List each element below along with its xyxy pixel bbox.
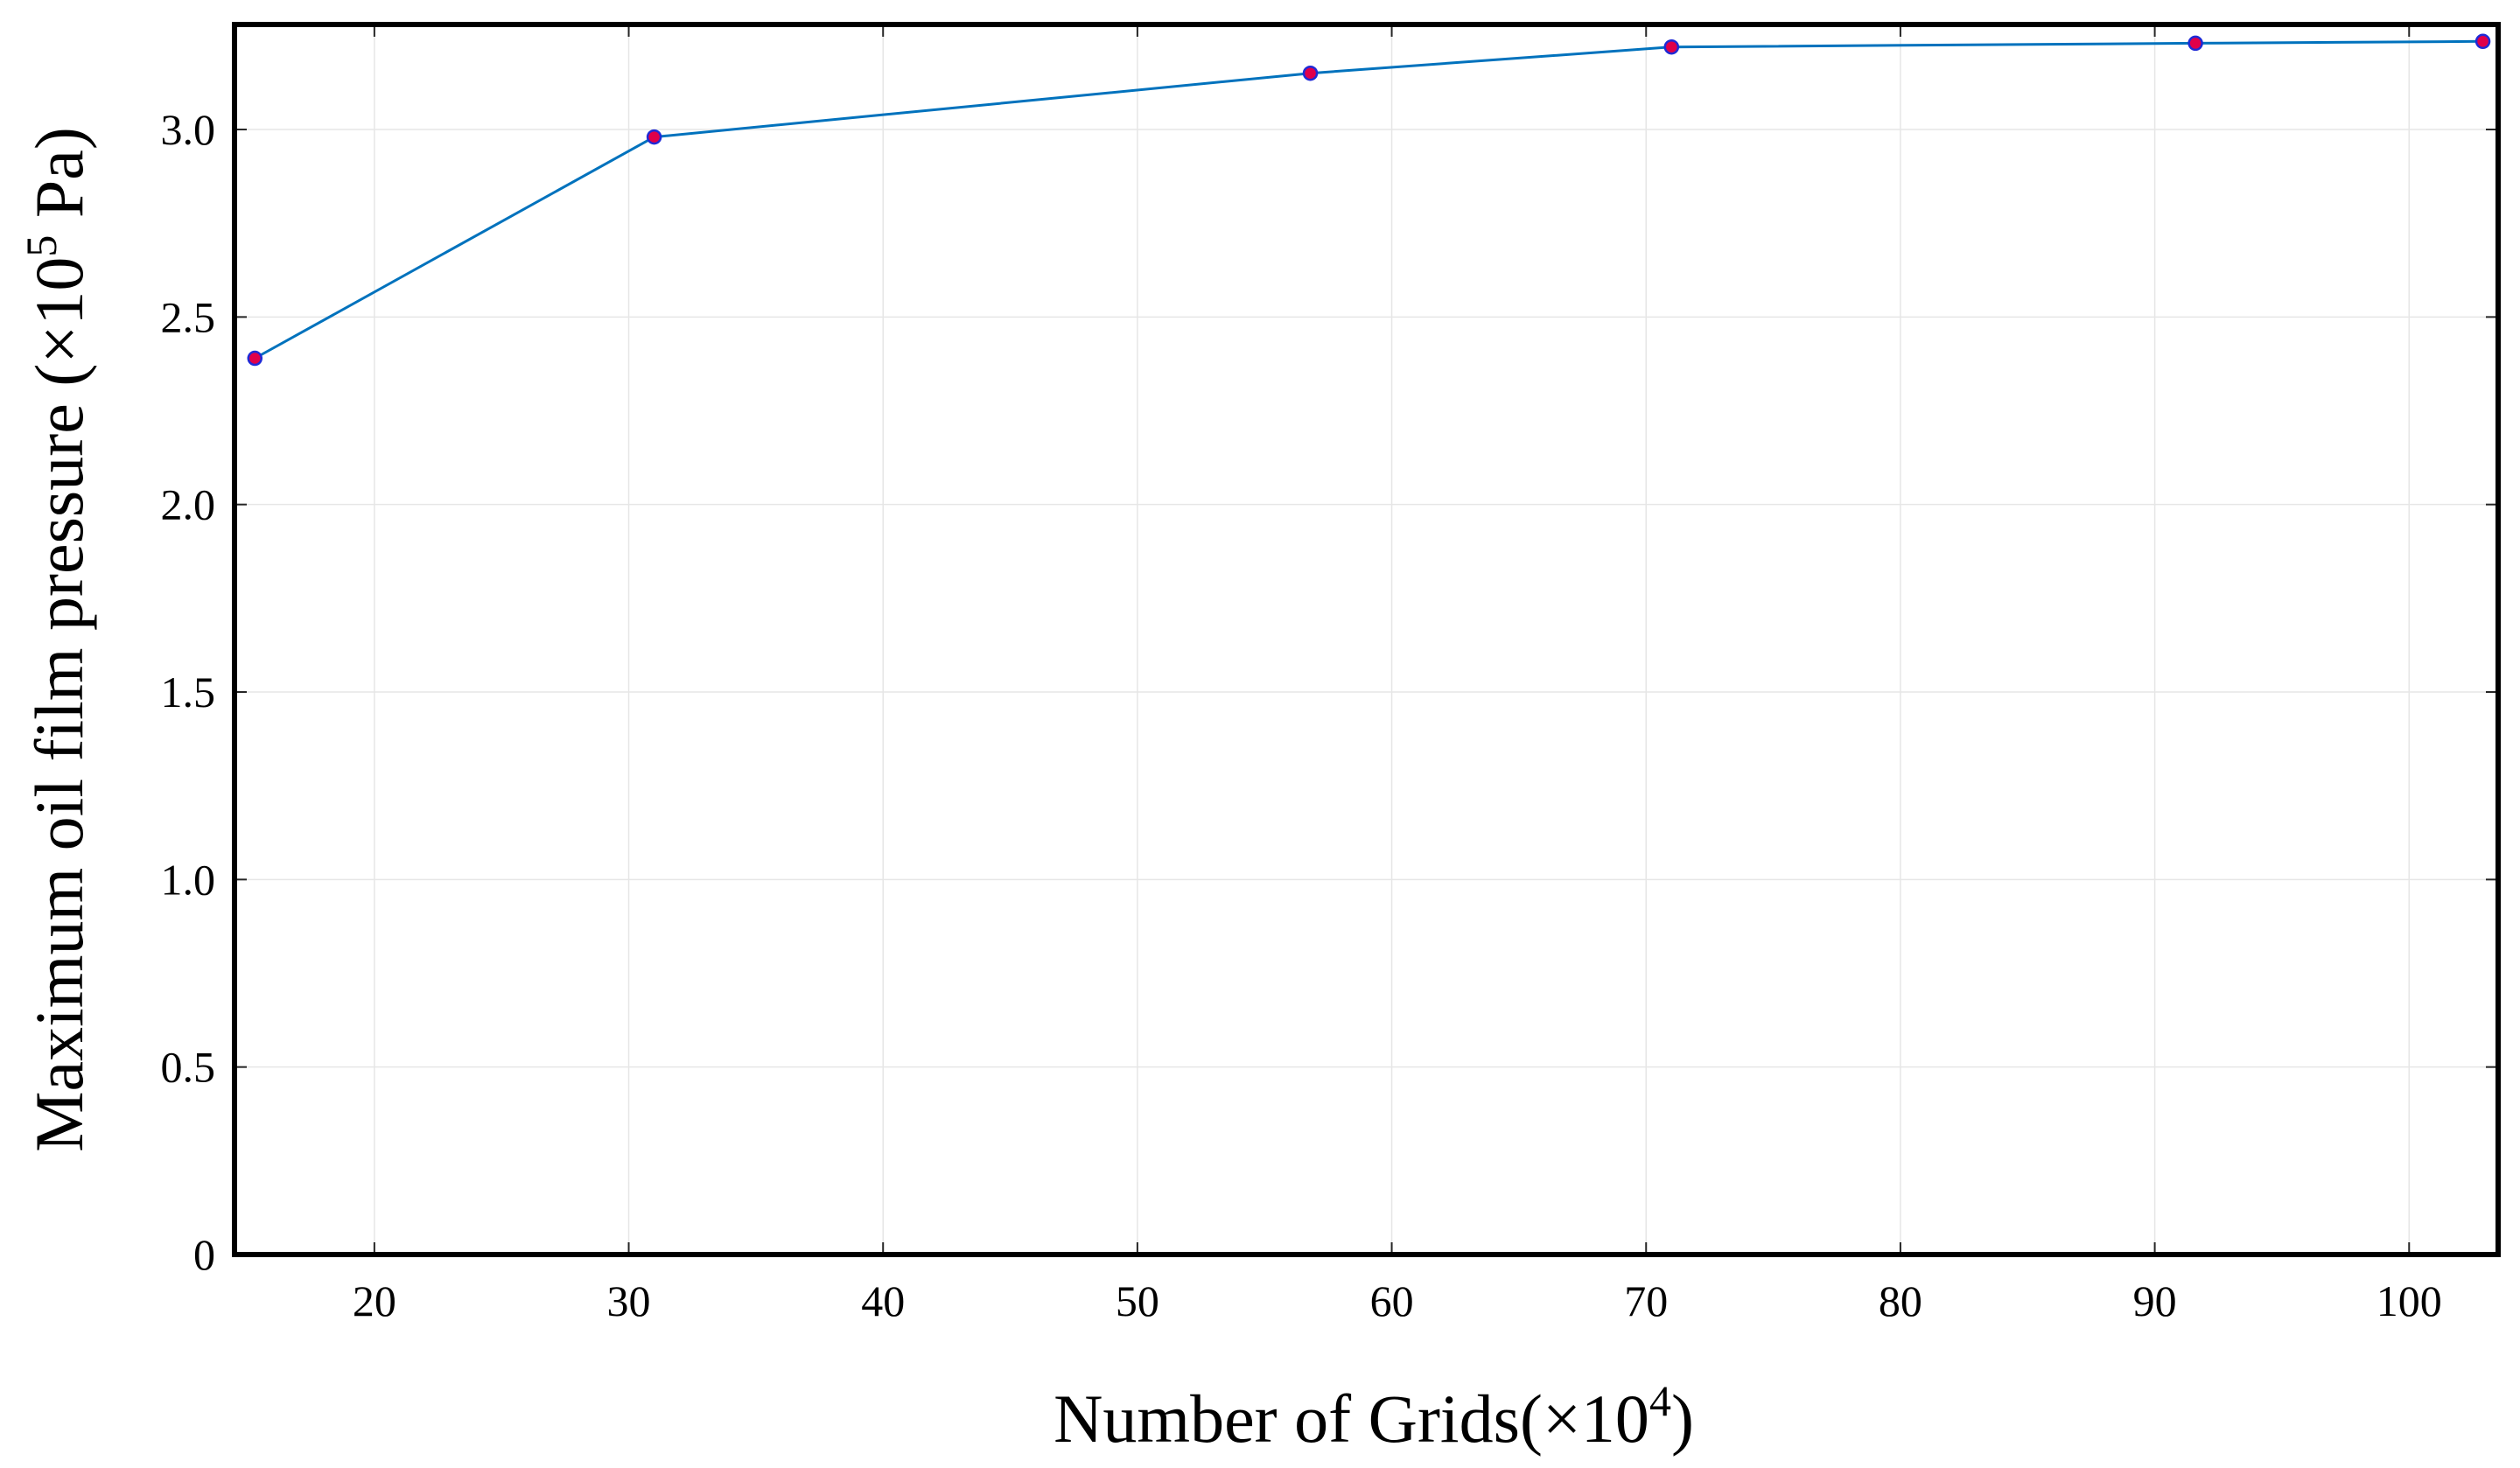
- x-tick-label: 60: [1370, 1276, 1414, 1325]
- x-tick-label: 100: [2376, 1276, 2442, 1325]
- data-point: [2474, 33, 2491, 50]
- x-axis-title: Number of Grids(×104): [1054, 1376, 1694, 1457]
- y-axis-title: Maximum oil film pressure (×105 Pa): [17, 127, 97, 1152]
- grid-lines: [234, 24, 2498, 1255]
- y-tick-labels: 0 0.5 1.0 1.5 2.0 2.5 3.0: [161, 105, 216, 1279]
- y-tick-label: 0.5: [161, 1043, 216, 1092]
- series-layer: [247, 33, 2491, 367]
- y-tick-label: 2.0: [161, 480, 216, 529]
- x-tick-label: 20: [353, 1276, 396, 1325]
- y-tick-label: 1.0: [161, 855, 216, 904]
- x-tick-label: 40: [861, 1276, 905, 1325]
- tick-marks: [234, 24, 2498, 1255]
- data-point: [646, 129, 662, 145]
- x-tick-label: 70: [1624, 1276, 1668, 1325]
- x-tick-label: 80: [1879, 1276, 1922, 1325]
- y-tick-label: 1.5: [161, 668, 216, 717]
- data-point: [1302, 65, 1319, 81]
- y-tick-label: 0: [193, 1230, 215, 1279]
- data-point: [2188, 35, 2203, 52]
- x-tick-label: 50: [1116, 1276, 1159, 1325]
- y-tick-label: 3.0: [161, 105, 216, 154]
- series-line: [254, 39, 2483, 360]
- y-tick-label: 2.5: [161, 292, 216, 341]
- x-tick-label: 90: [2133, 1276, 2177, 1325]
- plot-area-frame: [232, 22, 2501, 1257]
- data-point: [247, 350, 263, 367]
- data-point: [1663, 38, 1680, 55]
- x-tick-labels: 20 30 40 50 60 70 80 90 100: [353, 1276, 2442, 1325]
- x-tick-label: 30: [607, 1276, 651, 1325]
